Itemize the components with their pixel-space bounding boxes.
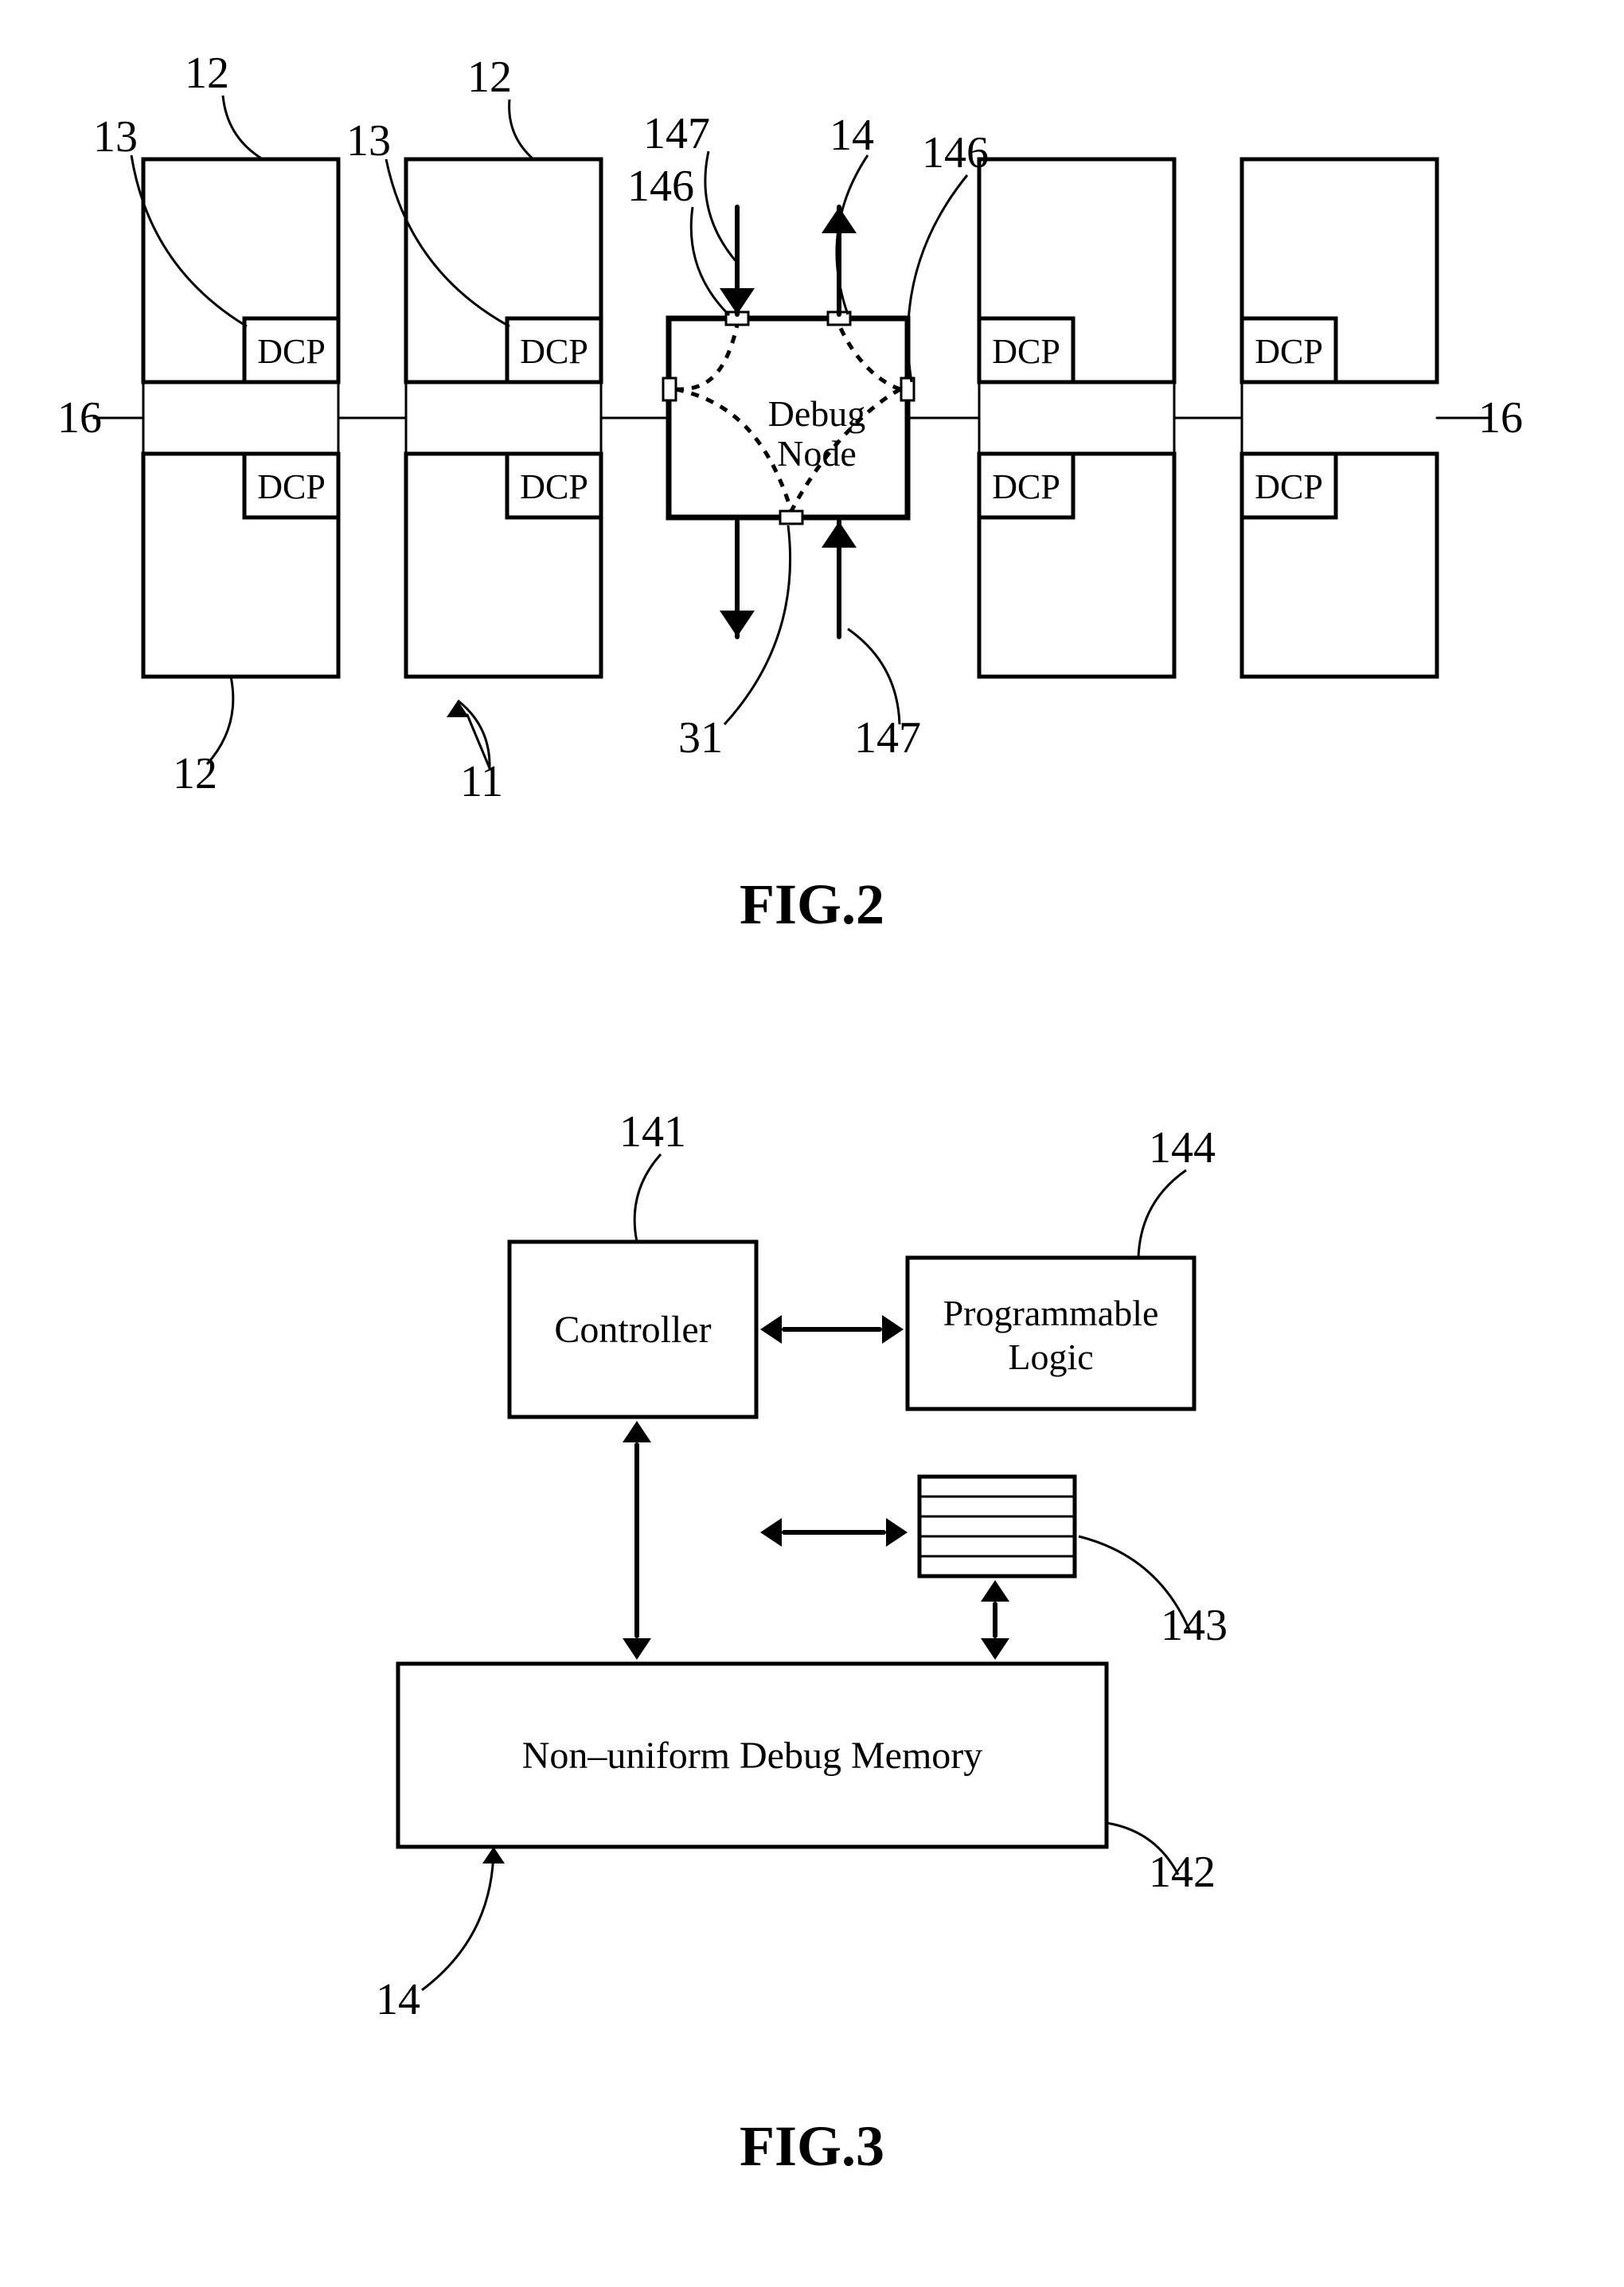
label: 16 [1478, 393, 1523, 443]
debug-node-label: Debug [768, 393, 866, 434]
dcp-label: DCP [520, 332, 588, 371]
label: 13 [93, 112, 138, 162]
programmable-logic-box [908, 1258, 1194, 1409]
memory-label: Non–uniform Debug Memory [522, 1735, 983, 1777]
label: 146 [922, 128, 989, 178]
plogic-label: Programmable [943, 1293, 1159, 1333]
dcp-label: DCP [520, 467, 588, 506]
plogic-label: Logic [1008, 1337, 1093, 1377]
label: 144 [1149, 1123, 1216, 1173]
label: 146 [627, 162, 694, 211]
label: 147 [643, 109, 710, 158]
dcp-label: DCP [257, 467, 326, 506]
dcp-label: DCP [992, 332, 1060, 371]
label: 31 [678, 713, 723, 763]
label: 14 [376, 1975, 420, 2024]
dcp-label: DCP [1255, 332, 1323, 371]
label: 142 [1149, 1848, 1216, 1897]
controller-label: Controller [554, 1309, 711, 1351]
dcp-label: DCP [1255, 467, 1323, 506]
buffer-stack [919, 1477, 1075, 1576]
label: 143 [1161, 1601, 1228, 1650]
label: 147 [854, 713, 921, 763]
dcp-label: DCP [992, 467, 1060, 506]
label: 141 [619, 1107, 686, 1157]
label: 11 [460, 757, 503, 806]
fig2-caption: FIG.2 [740, 872, 884, 936]
dcp-label: DCP [257, 332, 326, 371]
label: 13 [346, 116, 391, 166]
label: 12 [467, 53, 512, 102]
label: 16 [57, 393, 102, 443]
fig3-caption: FIG.3 [740, 2114, 884, 2178]
label: 12 [173, 749, 217, 798]
label: 12 [185, 49, 229, 98]
label: 14 [830, 111, 874, 160]
